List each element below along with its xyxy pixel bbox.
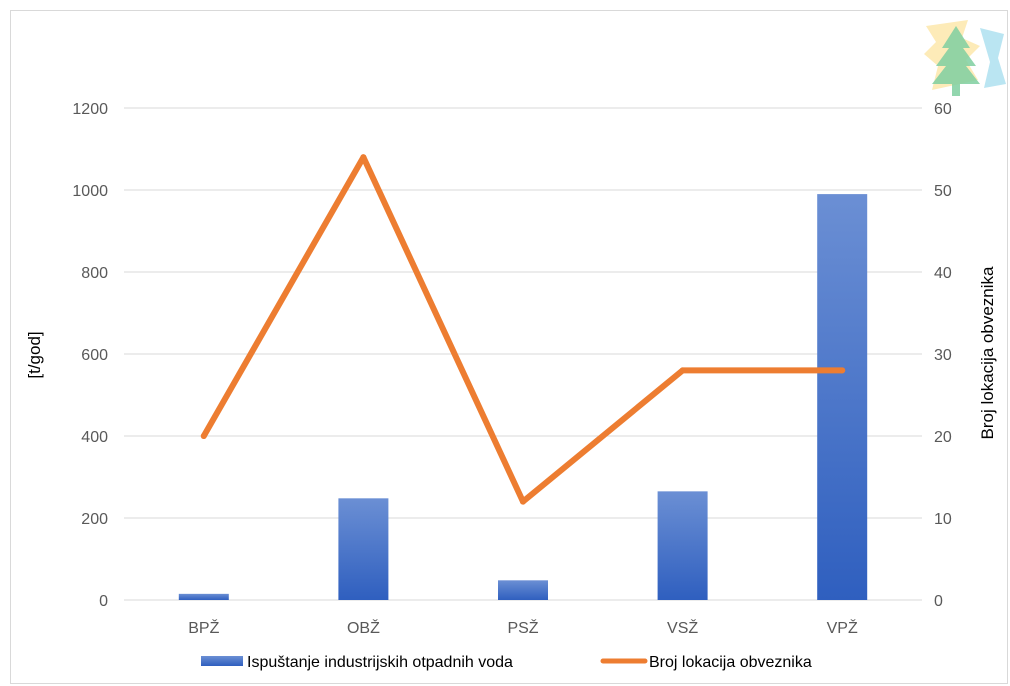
y-right-tick-label: 20 <box>934 429 952 446</box>
x-tick-label: VSŽ <box>667 618 698 637</box>
y-right-tick-label: 40 <box>934 265 952 282</box>
bar-series <box>178 194 868 600</box>
line-point-PSŽ <box>520 498 526 505</box>
legend-label-line: Broj lokacija obveznika <box>649 654 812 671</box>
line-series <box>200 154 846 505</box>
bar-VSŽ <box>657 491 708 600</box>
legend-label-bar: Ispuštanje industrijskih otpadnih voda <box>247 654 513 671</box>
bar-BPŽ <box>178 593 229 600</box>
x-axis-ticks: BPŽ OBŽ PSŽ VSŽ VPŽ <box>188 618 858 637</box>
line-point-BPŽ <box>200 433 207 439</box>
gridlines <box>124 107 922 519</box>
y-right-tick-label: 0 <box>934 593 943 610</box>
x-tick-label: VPŽ <box>827 618 858 637</box>
bar-VPŽ <box>817 194 868 600</box>
line-path <box>200 154 846 505</box>
y-left-tick-label: 1000 <box>72 183 108 200</box>
legend: Ispuštanje industrijskih otpadnih voda B… <box>201 654 812 671</box>
y-left-tick-label: 800 <box>81 265 108 282</box>
bar-OBŽ <box>338 498 389 600</box>
y-left-tick-label: 600 <box>81 347 108 364</box>
y-right-tick-label: 60 <box>934 101 952 118</box>
left-axis-ticks: 0 200 400 600 800 1000 1200 <box>72 101 108 610</box>
x-tick-label: OBŽ <box>347 618 380 637</box>
y-axis-left-title: [t/god] <box>25 331 44 378</box>
x-tick-label: BPŽ <box>188 618 219 637</box>
y-right-tick-label: 30 <box>934 347 952 364</box>
line-point-OBŽ <box>360 154 367 161</box>
x-tick-label: PSŽ <box>507 618 538 637</box>
legend-swatch-bar <box>201 656 243 666</box>
line-point-VPŽ <box>839 367 846 374</box>
bar-PSŽ <box>498 580 548 600</box>
right-axis-ticks: 0 10 20 30 40 50 60 <box>934 101 952 610</box>
y-left-tick-label: 400 <box>81 429 108 446</box>
y-left-tick-label: 1200 <box>72 101 108 118</box>
y-right-tick-label: 50 <box>934 183 952 200</box>
tree-logo-icon <box>924 20 1006 96</box>
y-axis-right-title: Broj lokacija obveznika <box>978 266 997 439</box>
y-left-tick-label: 200 <box>81 511 108 528</box>
y-right-tick-label: 10 <box>934 511 952 528</box>
line-point-VSŽ <box>679 367 686 374</box>
y-left-tick-label: 0 <box>99 593 108 610</box>
